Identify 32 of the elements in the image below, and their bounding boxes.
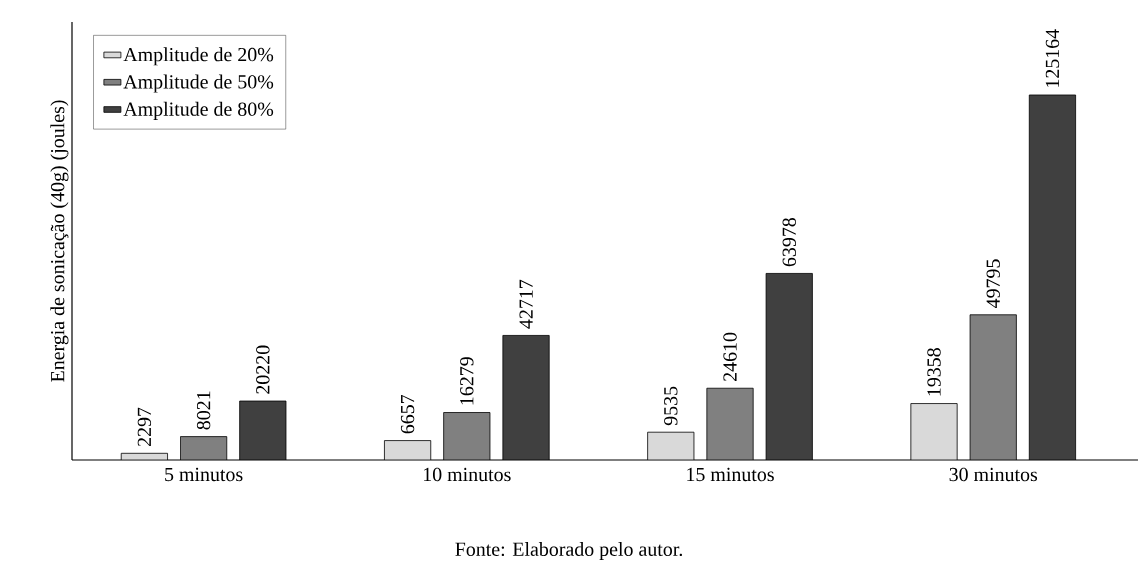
- legend-label: Amplitude de 20%: [123, 47, 274, 66]
- data-label: 16279: [460, 357, 474, 405]
- x-tick-label: 10 minutos: [424, 467, 511, 482]
- data-label: 2297: [137, 407, 152, 447]
- data-label: 49795: [986, 259, 1000, 309]
- data-label: 9535: [664, 386, 678, 426]
- bar: [502, 335, 550, 460]
- legend-label: Amplitude de 50%: [123, 74, 274, 93]
- x-tick-label: 15 minutos: [687, 467, 774, 482]
- data-label: 19358: [927, 348, 941, 396]
- bar: [239, 401, 286, 460]
- bar: [384, 440, 431, 460]
- x-tick-label: 5 minutos: [165, 467, 243, 482]
- bar: [766, 273, 813, 460]
- bar: [180, 436, 227, 460]
- source-note: Fonte: Elaborado pelo autor.: [455, 541, 683, 561]
- legend-label: Amplitude de 80%: [123, 101, 274, 120]
- data-label: 20220: [256, 345, 270, 394]
- data-label: 125164: [1045, 29, 1060, 87]
- bar: [706, 388, 754, 460]
- data-label: 6657: [400, 394, 415, 434]
- bar: [969, 314, 1017, 460]
- y-axis-title: Energia de sonicação (40g) (joules): [50, 100, 69, 382]
- bar: [647, 432, 694, 460]
- data-label: 63978: [782, 218, 796, 267]
- data-label: 8021: [196, 391, 211, 430]
- data-label: 42717: [519, 279, 533, 329]
- x-tick-label: 30 minutos: [949, 467, 1038, 482]
- data-label: 24610: [723, 332, 737, 381]
- bar: [910, 403, 958, 460]
- bar: [1028, 94, 1077, 460]
- bar: [443, 412, 490, 460]
